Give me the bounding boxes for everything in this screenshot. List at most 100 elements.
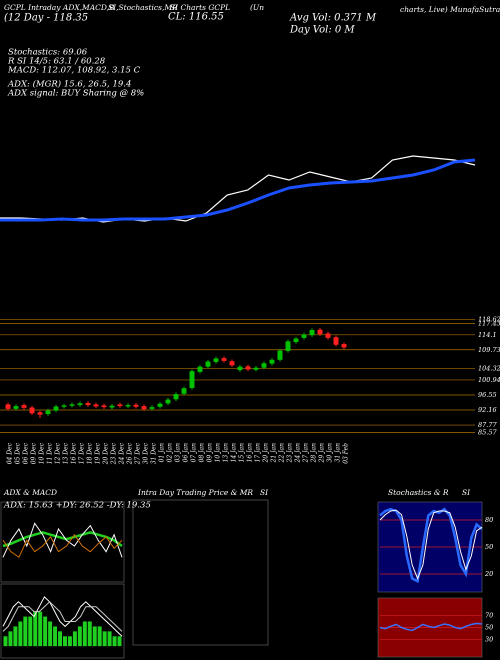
- candle-body: [245, 366, 251, 370]
- bar: [43, 616, 48, 647]
- x-tick-label: 06 Dec: [23, 442, 30, 464]
- indicator-text: Stochastics: 69.06: [8, 48, 88, 58]
- bar: [18, 621, 23, 647]
- x-tick-label: 29 Jan: [319, 443, 326, 464]
- candle-body: [85, 403, 91, 406]
- x-tick-label: 23 Dec: [111, 442, 118, 465]
- x-tick-label: 11 Dec: [47, 442, 54, 464]
- x-tick-label: 26 Dec: [127, 442, 134, 465]
- candle-body: [269, 359, 275, 364]
- bar: [107, 631, 112, 647]
- bar: [87, 621, 92, 647]
- candle-body: [341, 344, 347, 348]
- y-tick-label: 85.57: [478, 429, 497, 437]
- x-tick-label: 31 Jan: [335, 443, 342, 463]
- x-tick-label: 01 Jan: [159, 443, 166, 463]
- x-tick-label: 19 Dec: [95, 442, 102, 464]
- x-tick-label: 13 Jan: [223, 443, 230, 463]
- candle-body: [189, 371, 195, 388]
- y-tick-label: 114.1: [478, 331, 497, 339]
- y-tick-label: 92.16: [478, 406, 497, 414]
- x-tick-label: 17 Jan: [255, 443, 262, 463]
- candle-body: [229, 361, 235, 366]
- bar: [72, 631, 77, 647]
- day-volume: Day Vol: 0 M: [289, 25, 355, 36]
- x-tick-label: 31 Dec: [151, 442, 158, 464]
- bar: [8, 631, 13, 647]
- candle-body: [237, 366, 243, 371]
- y-tick-label: 96.55: [478, 391, 497, 399]
- bar: [77, 626, 82, 647]
- x-tick-label: 17 Dec: [79, 442, 86, 464]
- x-tick-label: 12 Dec: [55, 442, 62, 464]
- y-tick-label: 100.94: [478, 376, 500, 384]
- header-text: (Un: [250, 3, 264, 12]
- candle-body: [133, 404, 139, 407]
- candle-body: [293, 338, 299, 342]
- bar: [82, 621, 87, 647]
- bar: [67, 636, 72, 647]
- panel-title: SI: [462, 488, 471, 497]
- candle-body: [301, 334, 307, 338]
- x-tick-label: 20 Dec: [103, 442, 110, 465]
- x-tick-label: 13 Dec: [63, 442, 70, 464]
- candle-body: [93, 404, 99, 407]
- series-line: [0, 155, 476, 223]
- x-tick-label: 06 Jan: [183, 443, 190, 463]
- bar: [102, 631, 107, 647]
- x-tick-label: 30 Dec: [143, 442, 150, 464]
- x-tick-label: 07 Jan: [191, 443, 198, 463]
- candle-body: [309, 330, 315, 336]
- close-price: CL: 116.55: [168, 12, 224, 23]
- candle-body: [45, 410, 51, 414]
- bar: [3, 636, 8, 647]
- candle-body: [149, 407, 155, 409]
- x-tick-label: 16 Dec: [71, 442, 78, 464]
- candle-body: [253, 367, 259, 370]
- bar: [112, 636, 117, 647]
- x-tick-label: 30 Jan: [327, 443, 334, 463]
- x-tick-label: 24 Dec: [119, 442, 126, 465]
- x-tick-label: 23 Jan: [287, 443, 294, 464]
- y-tick-label: 70: [485, 612, 493, 620]
- x-tick-label: 10 Jan: [215, 443, 222, 463]
- y-tick-label: 117.43: [478, 319, 500, 327]
- panel-title: Stochastics & R: [388, 488, 449, 497]
- series-line: [2, 596, 123, 637]
- x-tick-label: 15 Jan: [239, 443, 246, 463]
- candle-body: [213, 358, 219, 362]
- bar: [38, 611, 43, 647]
- series-line: [2, 601, 123, 632]
- bar: [33, 611, 38, 647]
- series-line: [379, 507, 483, 584]
- candle-body: [141, 406, 147, 410]
- x-tick-label: 03 Jan: [175, 443, 182, 463]
- indicator-text: MACD: 112.07, 108.92, 3.15 C: [7, 66, 141, 76]
- indicator-text: ADX signal: BUY Sharing @ 8%: [7, 89, 144, 99]
- bar: [117, 636, 122, 647]
- candle-body: [261, 363, 267, 368]
- bar: [48, 621, 53, 647]
- candle-body: [325, 333, 331, 338]
- panel-title: Intra Day Trading Price & MR: [137, 488, 253, 497]
- candle-body: [285, 341, 291, 351]
- header-text: SI,Stochastics,MR: [108, 3, 178, 12]
- candle-body: [173, 394, 179, 400]
- candle-body: [53, 406, 59, 411]
- x-tick-label: 28 Jan: [311, 443, 318, 464]
- x-tick-label: 24 Jan: [295, 443, 302, 464]
- candle-body: [101, 405, 107, 408]
- panel-title: SI: [260, 488, 269, 497]
- candle-body: [61, 405, 67, 407]
- bar: [23, 616, 28, 647]
- candle-body: [77, 403, 83, 406]
- candle-body: [109, 405, 115, 408]
- bar: [13, 626, 18, 647]
- panel-subtitle: ADX: 15.63 +DY: 26.52 -DY: 19.35: [3, 501, 151, 511]
- x-tick-label: 08 Jan: [199, 443, 206, 463]
- y-tick-label: 118.62: [478, 315, 500, 323]
- bar: [92, 626, 97, 647]
- candle-body: [69, 404, 75, 406]
- candle-body: [317, 329, 323, 335]
- candle-body: [157, 403, 163, 407]
